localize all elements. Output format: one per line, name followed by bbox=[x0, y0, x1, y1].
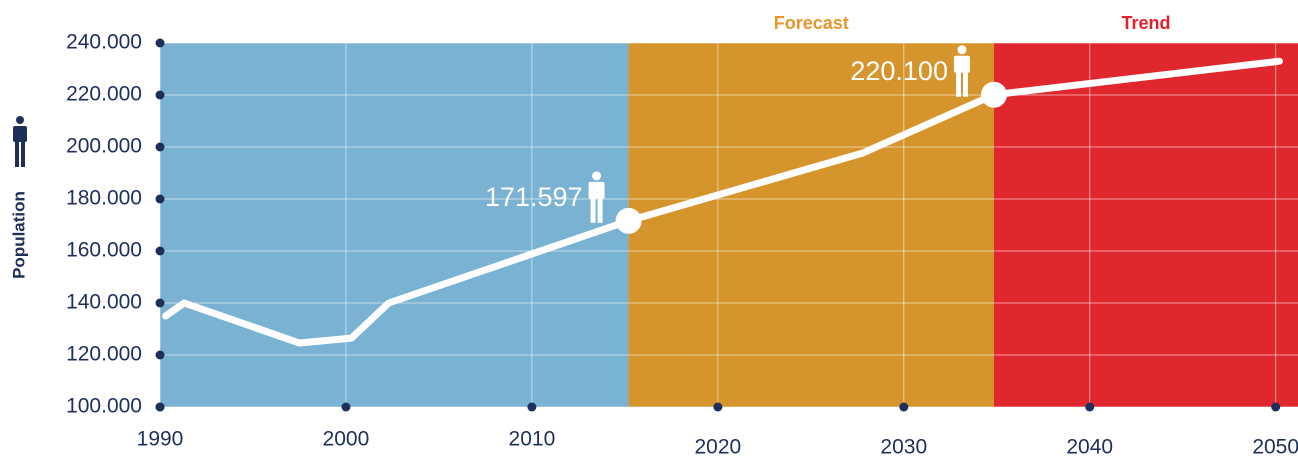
y-axis-title: Population bbox=[9, 191, 28, 279]
x-tick-mark bbox=[713, 402, 723, 412]
region bbox=[160, 43, 629, 407]
icon-body bbox=[588, 181, 605, 199]
line bbox=[162, 57, 1283, 347]
person-icon bbox=[13, 116, 27, 167]
icon-leg bbox=[597, 197, 603, 223]
region-label: Trend bbox=[1121, 13, 1170, 33]
x-tick-label: 2000 bbox=[323, 428, 370, 451]
x-tick-label: 2050 bbox=[1252, 436, 1298, 457]
person-icon bbox=[953, 45, 970, 97]
x-tick-label: 1990 bbox=[137, 428, 184, 451]
x-tick-mark bbox=[1271, 402, 1281, 412]
y-tick-mark bbox=[155, 38, 165, 48]
icon-leg bbox=[955, 71, 961, 97]
person-icon bbox=[588, 171, 605, 223]
y-tick-mark bbox=[155, 298, 165, 308]
x-tick-label: 2010 bbox=[509, 428, 556, 451]
icon-head bbox=[957, 45, 967, 55]
y-tick-label: 220.000 bbox=[66, 83, 142, 106]
y-tick-label: 200.000 bbox=[66, 135, 142, 158]
x-tick-mark bbox=[1085, 402, 1095, 412]
x-tick-mark bbox=[899, 402, 909, 412]
y-tick-mark bbox=[155, 142, 165, 152]
y-tick-label: 120.000 bbox=[66, 343, 142, 366]
region bbox=[993, 43, 1298, 407]
x-tick-label: 2030 bbox=[880, 436, 927, 457]
y-tick-label: 240.000 bbox=[66, 31, 142, 54]
point bbox=[615, 207, 642, 234]
y-tick-label: 160.000 bbox=[66, 239, 142, 262]
icon-head bbox=[592, 171, 602, 181]
y-tick-label: 100.000 bbox=[66, 395, 142, 418]
y-tick-mark bbox=[155, 246, 165, 256]
x-tick-mark bbox=[341, 402, 351, 412]
y-tick-mark bbox=[155, 90, 165, 100]
y-tick-mark bbox=[155, 194, 165, 204]
icon-body bbox=[953, 55, 970, 73]
region-label: Forecast bbox=[774, 13, 849, 33]
x-tick-mark bbox=[155, 402, 165, 412]
region bbox=[628, 43, 994, 407]
y-axis-title-group: Population bbox=[9, 116, 28, 279]
x-tick-label: 2020 bbox=[694, 436, 741, 457]
x-tick-label: 2040 bbox=[1066, 436, 1113, 457]
y-tick-label: 180.000 bbox=[66, 187, 142, 210]
icon-leg bbox=[590, 197, 596, 223]
x-tick-mark bbox=[527, 402, 537, 412]
y-tick-mark bbox=[155, 350, 165, 360]
value-label: 220.100 bbox=[850, 56, 948, 86]
y-tick-label: 140.000 bbox=[66, 291, 142, 314]
icon-leg bbox=[962, 71, 968, 97]
value-label: 171.597 bbox=[485, 182, 583, 212]
point bbox=[980, 81, 1007, 108]
